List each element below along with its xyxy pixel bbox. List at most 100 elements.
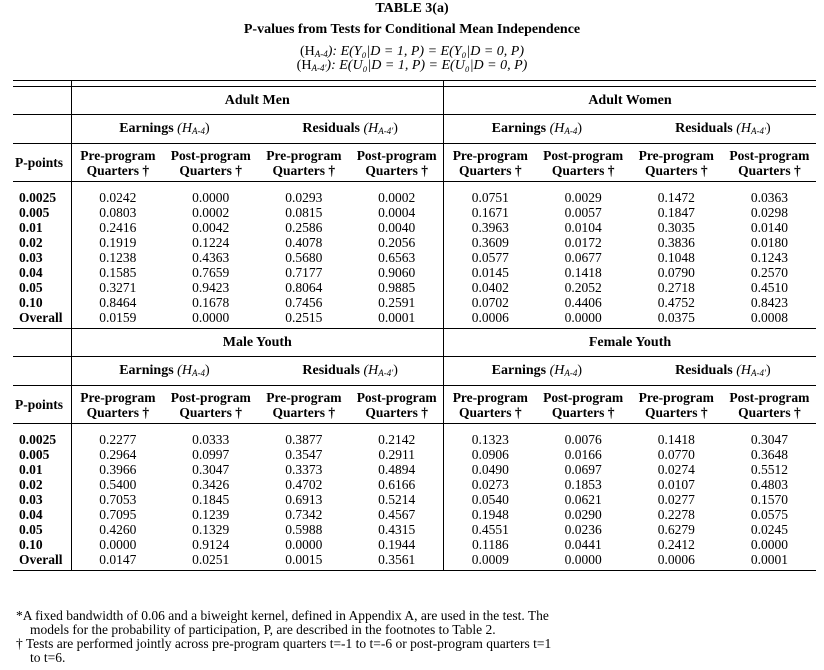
hypothesis-a4-prime: (HA-4′): E(U₀|D = 1, P) = E(U₀|D = 0, P) [0, 59, 824, 74]
p-value-cell: 0.0770 [657, 447, 695, 462]
col-header-line: Pre-program [452, 147, 528, 163]
p-value-cell: 0.0298 [750, 205, 788, 220]
blank-cell [13, 86, 72, 115]
spacer-cell [444, 424, 537, 433]
residuals-label: Residuals [675, 121, 733, 136]
rule-cell [350, 80, 445, 87]
p-value-cell: 0.6279 [657, 522, 695, 537]
footnote-bandwidth: *A fixed bandwidth of 0.06 and a biweigh… [16, 609, 616, 637]
footnote-text: to t=6. [30, 650, 66, 665]
p-value-cell: 0.7095 [99, 507, 137, 522]
post-program-header: Post-program Quarters † [350, 143, 445, 182]
p-value-cell: 0.0015 [257, 552, 351, 571]
p-value-cell: 0.1224 [192, 235, 230, 250]
p-value-cell: 0.1944 [350, 537, 445, 552]
rule-cell [71, 80, 165, 87]
hyp-close: ) [577, 363, 583, 378]
p-value-cell: 0.0242 [99, 190, 137, 205]
p-value-cell: 0.4551 [471, 522, 509, 537]
col-header-line: Quarters † [551, 162, 615, 178]
p-value-cell: 0.3963 [471, 220, 509, 235]
p-value-cell: 0.2964 [99, 447, 137, 462]
p-value-cell: 0.0001 [350, 310, 445, 329]
p-value-cell: 0.7053 [99, 492, 137, 507]
p-value-cell: 0.1585 [99, 265, 137, 280]
hyp-sub: A-4 [191, 126, 205, 136]
p-value-cell: 0.4752 [657, 295, 695, 310]
p-value-cell: 0.0236 [564, 522, 602, 537]
col-header-line: Quarters † [551, 404, 615, 420]
rule-cell [257, 80, 351, 87]
footnotes: *A fixed bandwidth of 0.06 and a biweigh… [16, 609, 616, 665]
pre-program-header: Pre-program Quarters † [629, 143, 723, 182]
column-header-row: P-points Pre-program Quarters † Post-progra… [13, 143, 816, 182]
table-row: 0.0025 0.2277 0.0333 0.3877 0.2142 0.1323 0.00… [13, 432, 816, 447]
p-value-cell: 0.0273 [471, 477, 509, 492]
residuals-label: Residuals [302, 363, 360, 378]
p-value-cell: 0.0000 [192, 190, 230, 205]
p-value-cell: 0.2278 [657, 507, 695, 522]
p-value-cell: 0.0290 [564, 507, 602, 522]
spacer-cell [350, 423, 445, 432]
rule-cell [443, 80, 537, 87]
col-header-line: Pre-program [266, 389, 342, 405]
p-value-cell: 0.0029 [564, 190, 602, 205]
pre-program-header: Pre-program Quarters † [257, 385, 351, 424]
col-header-line: Quarters † [365, 404, 428, 420]
p-value-cell: 0.4406 [564, 295, 602, 310]
p-value-cell: 0.0540 [471, 492, 509, 507]
table-row: 0.05 0.3271 0.9423 0.8064 0.9885 0.0402 0.2052… [13, 280, 816, 295]
p-value-cell: 0.6913 [285, 492, 323, 507]
col-header-line: Quarters † [86, 162, 150, 178]
p-point-label: 0.02 [13, 235, 72, 250]
subheader-row: Earnings (HA-4) Residuals (HA-4′) Earnings… [13, 114, 816, 144]
post-program-header: Post-program Quarters † [536, 385, 630, 424]
hyp-close: ) [204, 121, 210, 136]
hyp-name: (H [363, 363, 379, 378]
earnings-subheader: Earnings (HA-4) [443, 114, 630, 144]
table-row: 0.02 0.1919 0.1224 0.4078 0.2056 0.3609 0.0172… [13, 235, 816, 250]
p-value-cell: 0.7456 [285, 295, 323, 310]
p-value-cell: 0.0040 [350, 220, 445, 235]
p-value-cell: 0.0000 [164, 310, 258, 329]
group-header: Adult Women [443, 86, 816, 115]
p-value-cell: 0.0002 [350, 190, 445, 205]
spacer-cell [257, 182, 350, 191]
p-value-cell: 0.3047 [192, 462, 230, 477]
hyp-sub: A-4 [191, 368, 205, 378]
p-value-cell: 0.3648 [750, 447, 788, 462]
post-program-header: Post-program Quarters † [722, 143, 816, 182]
col-header-line: Pre-program [266, 147, 342, 163]
hyp-sub: A-4 [564, 368, 578, 378]
hypothesis-a4: (HA-4): E(Y₀|D = 1, P) = E(Y₀|D = 0, P) [0, 44, 824, 60]
p-point-label: 0.10 [13, 537, 72, 552]
blank-cell [13, 356, 72, 386]
hyp-sub: A-4′ [378, 126, 394, 136]
p-point-label: 0.01 [13, 462, 72, 477]
p-value-cell: 0.1853 [564, 477, 602, 492]
p-value-cell: 0.1472 [657, 190, 695, 205]
p-value-cell: 0.0147 [71, 552, 165, 571]
p-value-cell: 0.0057 [564, 205, 602, 220]
pre-program-header: Pre-program Quarters † [629, 385, 723, 424]
p-value-cell: 0.1671 [471, 205, 509, 220]
hyp-rest: ): E(Y₀|D = 1, P) = E(Y₀|D = 0, P) [327, 44, 525, 59]
p-value-cell: 0.2277 [99, 432, 137, 447]
hyp-sub: A-4′ [311, 63, 327, 73]
p-value-cell: 0.7342 [285, 507, 323, 522]
table-row: 0.005 0.0803 0.0002 0.0815 0.0004 0.1671 0.005… [13, 205, 816, 220]
p-value-cell: 0.4702 [285, 477, 323, 492]
p-point-label: Overall [13, 552, 72, 571]
p-point-label: 0.04 [13, 507, 72, 522]
pre-program-header: Pre-program Quarters † [257, 143, 351, 182]
hyp-name: (H [736, 363, 751, 378]
footnote-dagger: † Tests are performed jointly across pre… [16, 637, 616, 665]
p-value-cell: 0.2412 [657, 537, 695, 552]
post-program-header: Post-program Quarters † [350, 385, 445, 424]
rule-cell [629, 80, 723, 87]
p-value-cell: 0.2515 [257, 310, 351, 329]
spacer-cell [257, 424, 350, 433]
earnings-subheader: Earnings (HA-4) [71, 356, 258, 386]
p-value-cell: 0.3373 [285, 462, 323, 477]
